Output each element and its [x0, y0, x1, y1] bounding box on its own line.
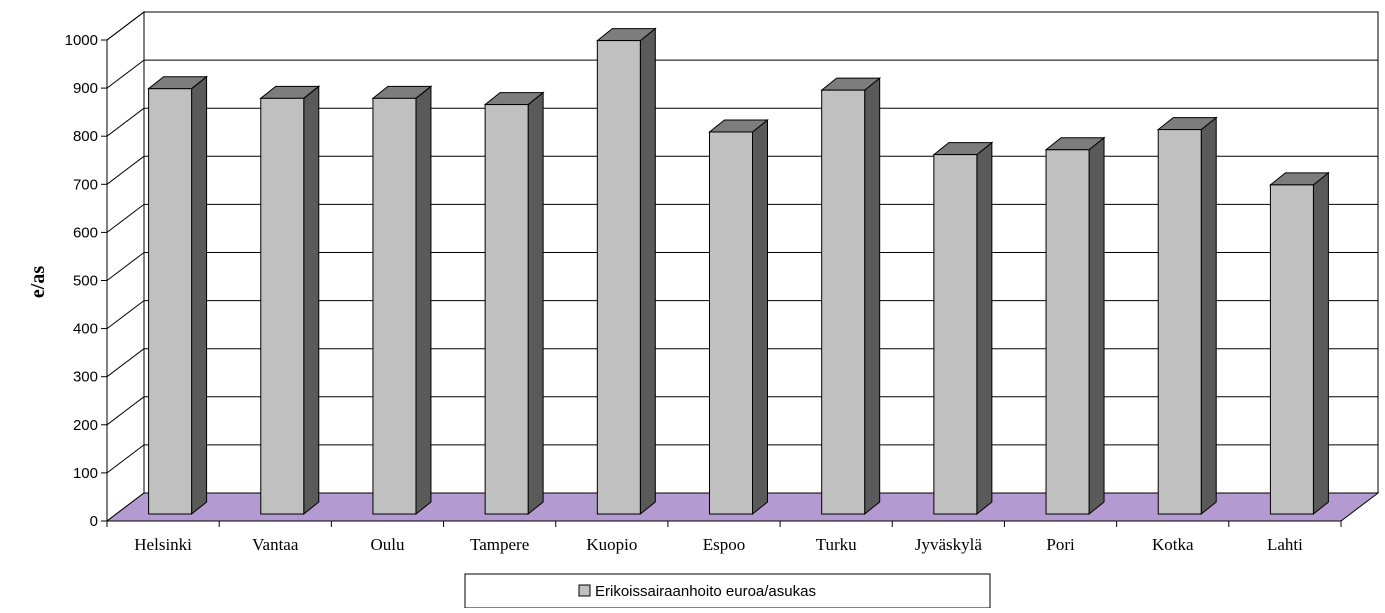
bar: [820, 77, 882, 516]
gridline-side: [106, 11, 145, 41]
y-tick-label: 900: [73, 80, 98, 97]
y-tick-label: 300: [73, 369, 98, 386]
y-tick-labels: 0 100 200 300 400 500 600 700 800 900 1000: [65, 32, 98, 530]
bar: [1156, 116, 1218, 516]
x-tick-label: Espoo: [703, 535, 746, 554]
bar-side: [639, 27, 656, 516]
bar-side: [976, 141, 993, 516]
bar-side: [864, 77, 881, 516]
bar-front: [1045, 149, 1090, 515]
bar-front: [933, 154, 978, 515]
x-tick-label: Helsinki: [134, 535, 192, 554]
legend-swatch: [578, 584, 591, 597]
legend-box: [464, 573, 991, 609]
bar-side: [415, 85, 432, 516]
bar: [932, 141, 994, 516]
bar: [595, 27, 657, 516]
bar: [147, 75, 209, 516]
y-axis-label: e/as: [27, 266, 49, 298]
bar: [259, 85, 321, 516]
x-tick-label: Turku: [816, 535, 857, 554]
y-tick-label: 400: [73, 321, 98, 338]
gridline-side: [106, 300, 145, 329]
axes: [101, 39, 1342, 527]
bar-side: [303, 85, 320, 516]
y-tick-label: 1000: [65, 32, 98, 49]
gridline-side: [106, 444, 145, 474]
bar-front: [1269, 184, 1314, 515]
x-tick-label: Lahti: [1267, 535, 1303, 554]
x-tick-label: Pori: [1046, 535, 1075, 554]
bar-side: [1200, 116, 1217, 516]
gridline-side: [106, 59, 145, 89]
bar-front: [596, 40, 641, 515]
bar: [371, 85, 433, 516]
bar-front: [709, 131, 753, 515]
gridline-side: [106, 155, 145, 185]
x-tick-label: Jyväskylä: [915, 535, 983, 554]
bars: [147, 27, 1330, 516]
y-tick-label: 600: [73, 224, 98, 241]
x-tick-label: Oulu: [370, 535, 405, 554]
gridline-side: [106, 204, 145, 233]
bar-side: [752, 118, 768, 516]
x-tick-labels: Helsinki Vantaa Oulu Tampere Kuopio Espoo Turk…: [134, 535, 1303, 554]
gridline-side: [106, 396, 145, 426]
bar: [1268, 171, 1330, 516]
x-tick-label: Kuopio: [586, 535, 637, 554]
bar-front: [372, 97, 417, 515]
gridline-side: [106, 107, 145, 137]
y-tick-label: 100: [73, 465, 98, 482]
bar-side: [1088, 136, 1105, 516]
gridline-side: [106, 348, 145, 378]
gridline-side: [106, 252, 145, 281]
bar-front: [484, 104, 529, 515]
bar: [708, 118, 769, 516]
y-tick-label: 700: [73, 176, 98, 193]
y-tick-label: 500: [73, 273, 98, 290]
bar: [483, 91, 545, 516]
bar-side: [527, 91, 544, 516]
legend: Erikoissairaanhoito euroa/asukas: [464, 573, 991, 609]
y-tick-label: 0: [90, 513, 98, 530]
bar-front: [1157, 129, 1202, 515]
bar-front: [260, 97, 305, 515]
bar: [1044, 136, 1106, 516]
bar-side: [1312, 171, 1329, 516]
x-tick-label: Kotka: [1152, 535, 1194, 554]
bar-front: [148, 88, 193, 515]
x-tick-label: Vantaa: [252, 535, 299, 554]
y-tick-label: 200: [73, 417, 98, 434]
y-tick-label: 800: [73, 128, 98, 145]
legend-label: Erikoissairaanhoito euroa/asukas: [595, 583, 816, 600]
bar-front: [821, 89, 866, 515]
bar-side: [191, 75, 208, 516]
x-tick-label: Tampere: [470, 535, 529, 554]
